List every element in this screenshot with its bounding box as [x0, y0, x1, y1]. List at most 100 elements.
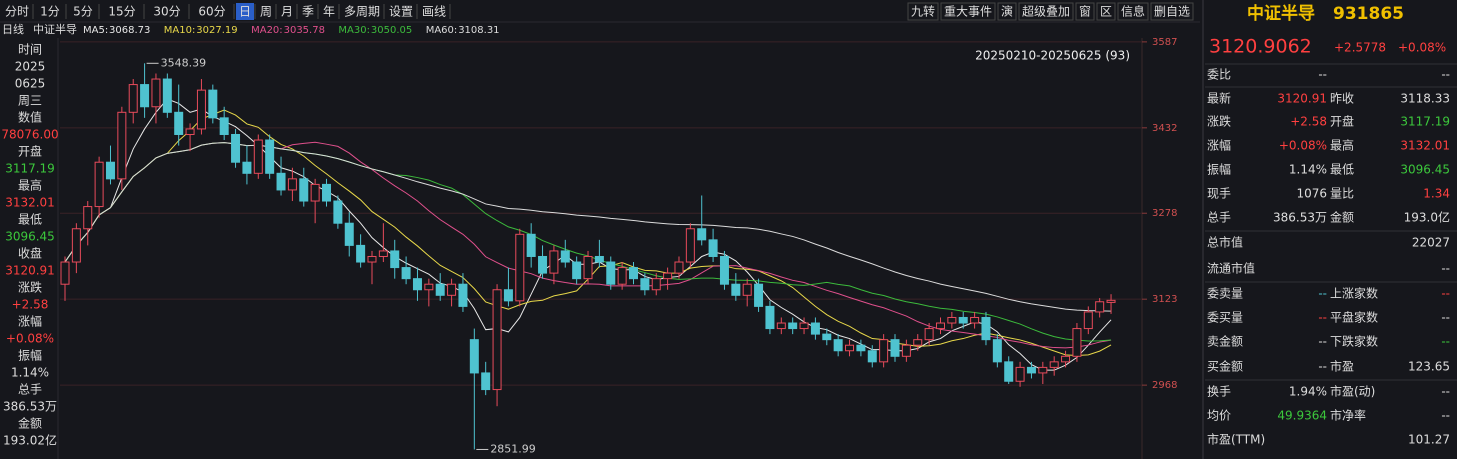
- candle-body: [924, 328, 934, 341]
- period-tab[interactable]: 15分: [108, 5, 135, 19]
- info-item: 总手: [18, 383, 42, 397]
- candle-body: [1072, 328, 1082, 357]
- quote-value: 22027: [1412, 236, 1450, 250]
- tool-button-label[interactable]: 演: [1001, 4, 1013, 19]
- info-item: 386.53万: [3, 400, 57, 414]
- quote-value: --: [1318, 68, 1327, 82]
- quote-label: 最低: [1330, 163, 1354, 177]
- candle-body: [1004, 361, 1014, 382]
- y-tick-label: 3432: [1152, 123, 1177, 134]
- quote-label: 最新: [1207, 91, 1231, 106]
- quote-label: 昨收: [1330, 92, 1354, 106]
- candle-body: [731, 283, 741, 296]
- period-tab[interactable]: 1分: [40, 5, 60, 19]
- quote-value: --: [1441, 287, 1450, 301]
- quote-label: 委买量: [1207, 311, 1243, 325]
- info-item: +0.08%: [6, 332, 54, 346]
- candle-body: [890, 339, 900, 357]
- range-label: 20250210-20250625 (93): [975, 49, 1130, 63]
- period-tab[interactable]: 分时: [5, 5, 29, 19]
- ma-value: 3068.73: [109, 25, 150, 36]
- candle-body: [515, 233, 525, 302]
- candle-body: [572, 261, 582, 280]
- period-tab[interactable]: 60分: [198, 5, 225, 19]
- candle-body: [253, 139, 263, 174]
- info-item: 3120.91: [5, 264, 55, 278]
- quote-label: 市盈(动): [1330, 384, 1375, 399]
- candle-body: [83, 206, 93, 230]
- period-tab[interactable]: 多周期: [344, 5, 380, 19]
- period-tab[interactable]: 年: [323, 5, 335, 19]
- period-tab[interactable]: 日: [239, 5, 251, 19]
- tool-button: [940, 2, 996, 21]
- quote-value: +2.58: [1290, 115, 1327, 129]
- candle-body: [128, 84, 138, 113]
- tool-button: [1075, 2, 1095, 21]
- candle-body: [469, 339, 479, 374]
- quote-value: 3132.01: [1400, 139, 1450, 153]
- candle-body: [970, 316, 980, 324]
- candle-body: [629, 267, 638, 280]
- info-item: 涨跌: [18, 280, 42, 295]
- candle-body: [458, 283, 468, 307]
- candle-body: [265, 139, 275, 174]
- quote-label: 平盘家数: [1330, 310, 1378, 325]
- annotation-label: 2851.99: [490, 442, 536, 455]
- tool-button-label[interactable]: 窗: [1079, 5, 1091, 19]
- quote-label: 总手: [1207, 211, 1231, 225]
- quote-code: 931865: [1333, 4, 1404, 24]
- candle-body: [310, 183, 320, 202]
- candle-body: [105, 161, 115, 180]
- candle-body: [549, 250, 559, 274]
- tool-button-label[interactable]: 重大事件: [944, 5, 992, 19]
- candle-body: [867, 350, 877, 363]
- tool-button: [1117, 2, 1149, 21]
- quote-value: --: [1441, 311, 1450, 325]
- quote-label: 开盘: [1330, 114, 1354, 129]
- candle-body: [117, 111, 127, 180]
- quote-label: 量比: [1330, 187, 1354, 201]
- annotation-label: 3548.39: [161, 56, 207, 69]
- tool-button-label[interactable]: 超级叠加: [1022, 4, 1070, 19]
- candle-body: [401, 267, 411, 280]
- candle-body: [1015, 366, 1025, 382]
- candle-body: [344, 222, 354, 246]
- quote-value: 3117.19: [1400, 115, 1450, 129]
- candle-body: [435, 283, 445, 296]
- quote-label: 金额: [1330, 210, 1354, 225]
- candle-body: [412, 278, 422, 291]
- tool-button-label[interactable]: 删自选: [1154, 5, 1190, 19]
- candle-body: [583, 255, 593, 280]
- candle-body: [356, 244, 366, 263]
- tool-button-label[interactable]: 区: [1100, 5, 1112, 19]
- quote-value: 123.65: [1408, 360, 1450, 374]
- period-tab[interactable]: 季: [302, 5, 314, 19]
- period-tab[interactable]: 周: [260, 5, 272, 19]
- candle-body: [833, 339, 843, 352]
- candle-body: [594, 255, 604, 263]
- ma-label: MA60:: [426, 25, 458, 36]
- candle-body: [242, 161, 252, 174]
- period-tab[interactable]: 30分: [153, 5, 180, 19]
- period-tab[interactable]: 5分: [73, 5, 93, 19]
- candle-body: [1026, 366, 1036, 374]
- quote-name: 中证半导: [1247, 3, 1315, 24]
- candle-body: [947, 316, 957, 324]
- quote-value: 3096.45: [1400, 163, 1450, 177]
- y-tick-label: 3587: [1152, 37, 1177, 48]
- ma-value: 3027.19: [196, 25, 237, 36]
- tool-button-label[interactable]: 信息: [1121, 4, 1145, 19]
- quote-value: --: [1441, 68, 1450, 82]
- candle-body: [879, 339, 889, 363]
- period-tab[interactable]: 设置: [389, 5, 413, 19]
- period-tab[interactable]: 月: [281, 5, 293, 19]
- candle-body: [1095, 301, 1105, 313]
- y-tick-label: 3123: [1152, 294, 1177, 305]
- quote-value: 1.14%: [1289, 163, 1327, 177]
- candle-body: [640, 278, 650, 291]
- tool-button-label[interactable]: 九转: [911, 4, 935, 19]
- quote-label: 涨跌: [1207, 114, 1231, 129]
- quote-value: 1.34: [1423, 187, 1450, 201]
- period-tab[interactable]: 画线: [422, 5, 446, 19]
- candle-body: [742, 283, 752, 296]
